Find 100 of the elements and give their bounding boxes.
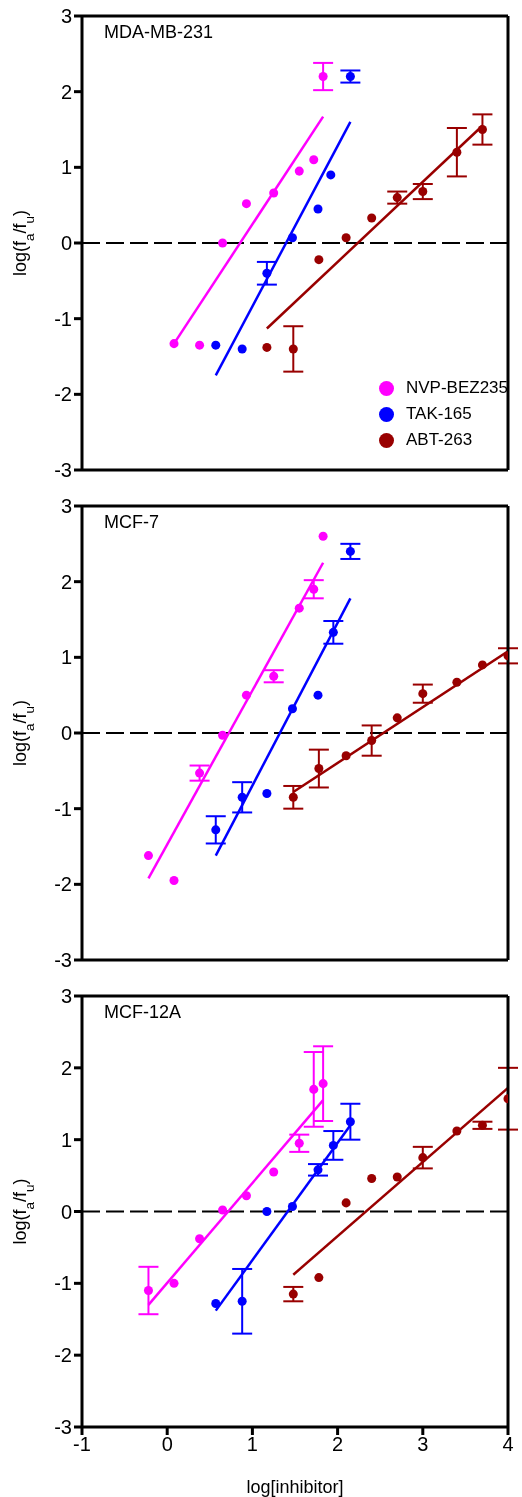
- point: [169, 1278, 179, 1288]
- x-tick-label: 1: [246, 1433, 258, 1456]
- point: [367, 1173, 377, 1183]
- y-tick-label: 1: [60, 646, 72, 669]
- point: [288, 792, 298, 802]
- chart-title: MDA-MB-231: [104, 22, 214, 43]
- point: [211, 340, 221, 350]
- y-tick-label: -1: [54, 1272, 72, 1295]
- point: [392, 193, 402, 203]
- point: [345, 72, 355, 82]
- point: [169, 339, 179, 349]
- point: [211, 825, 221, 835]
- point: [314, 255, 324, 265]
- y-tick-label: -1: [54, 307, 72, 330]
- point: [294, 166, 304, 176]
- point: [328, 627, 338, 637]
- x-tick-label: 4: [502, 1433, 514, 1456]
- y-tick-label: -2: [54, 873, 72, 896]
- y-tick-label: -2: [54, 383, 72, 406]
- point: [195, 1234, 205, 1244]
- point: [269, 1167, 279, 1177]
- point: [288, 1289, 298, 1299]
- point: [262, 1206, 272, 1217]
- y-tick-label: 2: [60, 570, 72, 593]
- point: [237, 792, 247, 802]
- y-tick-label: 0: [60, 722, 72, 745]
- legend-label: NVP-BEZ235: [405, 378, 508, 398]
- point: [326, 170, 336, 180]
- point: [218, 238, 228, 248]
- point: [341, 233, 351, 243]
- point: [241, 690, 251, 700]
- point: [269, 188, 279, 198]
- point: [418, 187, 428, 197]
- legend-label: ABT-263: [405, 430, 473, 450]
- y-tick-label: 0: [60, 1200, 72, 1223]
- point: [262, 268, 272, 278]
- point: [328, 1140, 338, 1150]
- point: [287, 704, 297, 714]
- legend-label: TAK-165: [405, 404, 472, 424]
- point: [452, 1126, 462, 1136]
- y-tick-label: 2: [60, 1056, 72, 1079]
- point: [287, 233, 297, 243]
- point: [294, 1138, 304, 1148]
- point: [262, 342, 272, 352]
- point: [477, 660, 487, 670]
- point: [341, 751, 351, 761]
- point: [294, 603, 304, 613]
- point: [313, 204, 323, 214]
- x-tick-label: 3: [417, 1433, 429, 1456]
- point: [288, 344, 298, 354]
- point: [269, 671, 279, 681]
- chart-title: MCF-7: [104, 512, 159, 533]
- point: [241, 1191, 251, 1201]
- point: [218, 730, 228, 740]
- point: [143, 851, 153, 861]
- point: [237, 1296, 247, 1306]
- y-tick-label: 3: [60, 495, 72, 518]
- point: [345, 1117, 355, 1127]
- y-tick-label: -3: [54, 459, 72, 482]
- point: [313, 690, 323, 700]
- chart-title: MCF-12A: [104, 1002, 182, 1023]
- point: [318, 72, 328, 82]
- point: [241, 199, 251, 209]
- point: [477, 1120, 487, 1130]
- point: [195, 340, 205, 350]
- y-tick-label: 3: [60, 985, 72, 1008]
- point: [195, 768, 205, 778]
- point: [287, 1201, 297, 1211]
- y-tick-label: -1: [54, 797, 72, 820]
- x-tick-label: 2: [332, 1433, 344, 1456]
- y-tick-label: -3: [54, 1416, 72, 1439]
- point: [314, 764, 324, 774]
- point: [452, 147, 462, 157]
- y-tick-label: 3: [60, 5, 72, 28]
- point: [341, 1198, 351, 1208]
- point: [318, 1079, 328, 1089]
- point: [318, 531, 328, 541]
- y-tick-label: 2: [60, 80, 72, 103]
- point: [309, 584, 319, 594]
- point: [367, 736, 377, 746]
- point: [169, 876, 179, 886]
- point: [262, 789, 272, 799]
- point: [392, 713, 402, 723]
- point: [218, 1205, 228, 1215]
- point: [314, 1273, 324, 1283]
- point: [143, 1286, 153, 1296]
- point: [345, 546, 355, 556]
- point: [392, 1172, 402, 1182]
- point: [211, 1298, 221, 1308]
- point: [477, 124, 487, 135]
- y-tick-label: 1: [60, 1128, 72, 1151]
- x-axis-title: log[inhibitor]: [246, 1477, 344, 1497]
- y-tick-label: 0: [60, 232, 72, 255]
- x-tick-label: 0: [161, 1433, 173, 1456]
- y-tick-label: 1: [60, 156, 72, 179]
- y-tick-label: -2: [54, 1344, 72, 1367]
- point: [418, 689, 428, 699]
- y-tick-label: -3: [54, 949, 72, 972]
- point: [452, 677, 462, 687]
- point: [309, 1084, 319, 1094]
